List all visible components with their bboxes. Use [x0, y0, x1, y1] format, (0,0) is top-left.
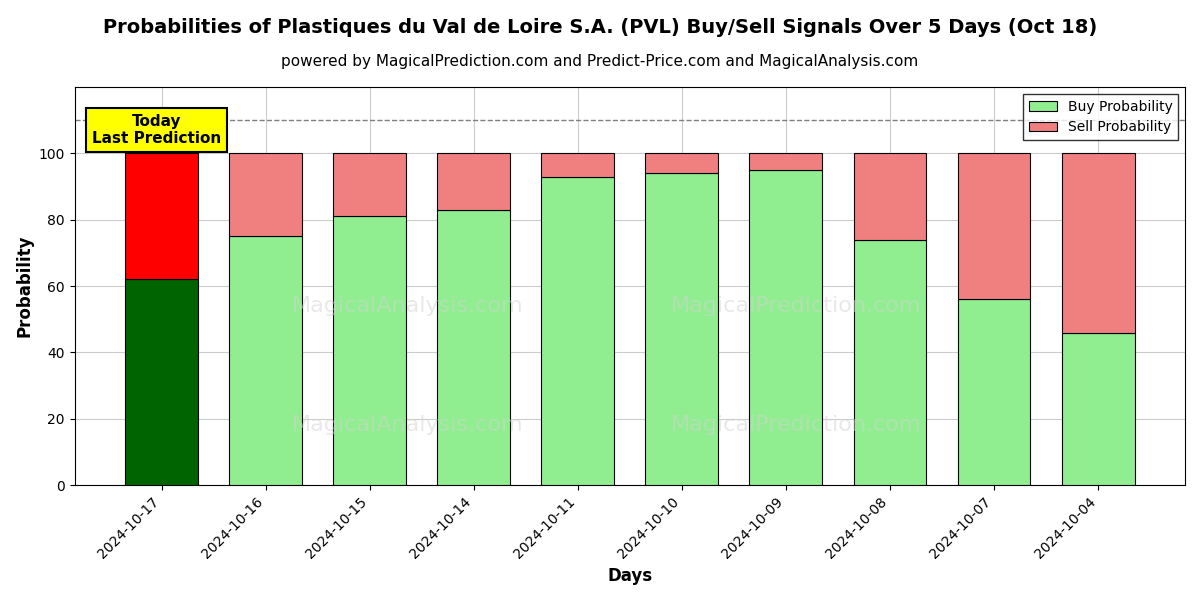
Bar	[437, 154, 510, 210]
Bar	[750, 154, 822, 170]
Bar	[334, 217, 406, 485]
Text: MagicalPrediction.com: MagicalPrediction.com	[671, 296, 922, 316]
Text: Probabilities of Plastiques du Val de Loire S.A. (PVL) Buy/Sell Signals Over 5 D: Probabilities of Plastiques du Val de Lo…	[103, 18, 1097, 37]
X-axis label: Days: Days	[607, 567, 653, 585]
Text: MagicalPrediction.com: MagicalPrediction.com	[671, 415, 922, 436]
Bar	[541, 176, 614, 485]
Bar	[958, 299, 1031, 485]
Bar	[646, 154, 719, 173]
Bar	[1062, 332, 1134, 485]
Bar	[1062, 154, 1134, 332]
Bar	[125, 154, 198, 280]
Bar	[437, 210, 510, 485]
Text: MagicalAnalysis.com: MagicalAnalysis.com	[292, 415, 523, 436]
Bar	[646, 173, 719, 485]
Bar	[125, 280, 198, 485]
Bar	[334, 154, 406, 217]
Bar	[853, 154, 926, 239]
Bar	[229, 236, 302, 485]
Bar	[958, 154, 1031, 299]
Bar	[853, 239, 926, 485]
Legend: Buy Probability, Sell Probability: Buy Probability, Sell Probability	[1024, 94, 1178, 140]
Text: powered by MagicalPrediction.com and Predict-Price.com and MagicalAnalysis.com: powered by MagicalPrediction.com and Pre…	[281, 54, 919, 69]
Text: MagicalAnalysis.com: MagicalAnalysis.com	[292, 296, 523, 316]
Y-axis label: Probability: Probability	[16, 235, 34, 337]
Text: Today
Last Prediction: Today Last Prediction	[91, 114, 221, 146]
Bar	[750, 170, 822, 485]
Bar	[541, 154, 614, 176]
Bar	[229, 154, 302, 236]
